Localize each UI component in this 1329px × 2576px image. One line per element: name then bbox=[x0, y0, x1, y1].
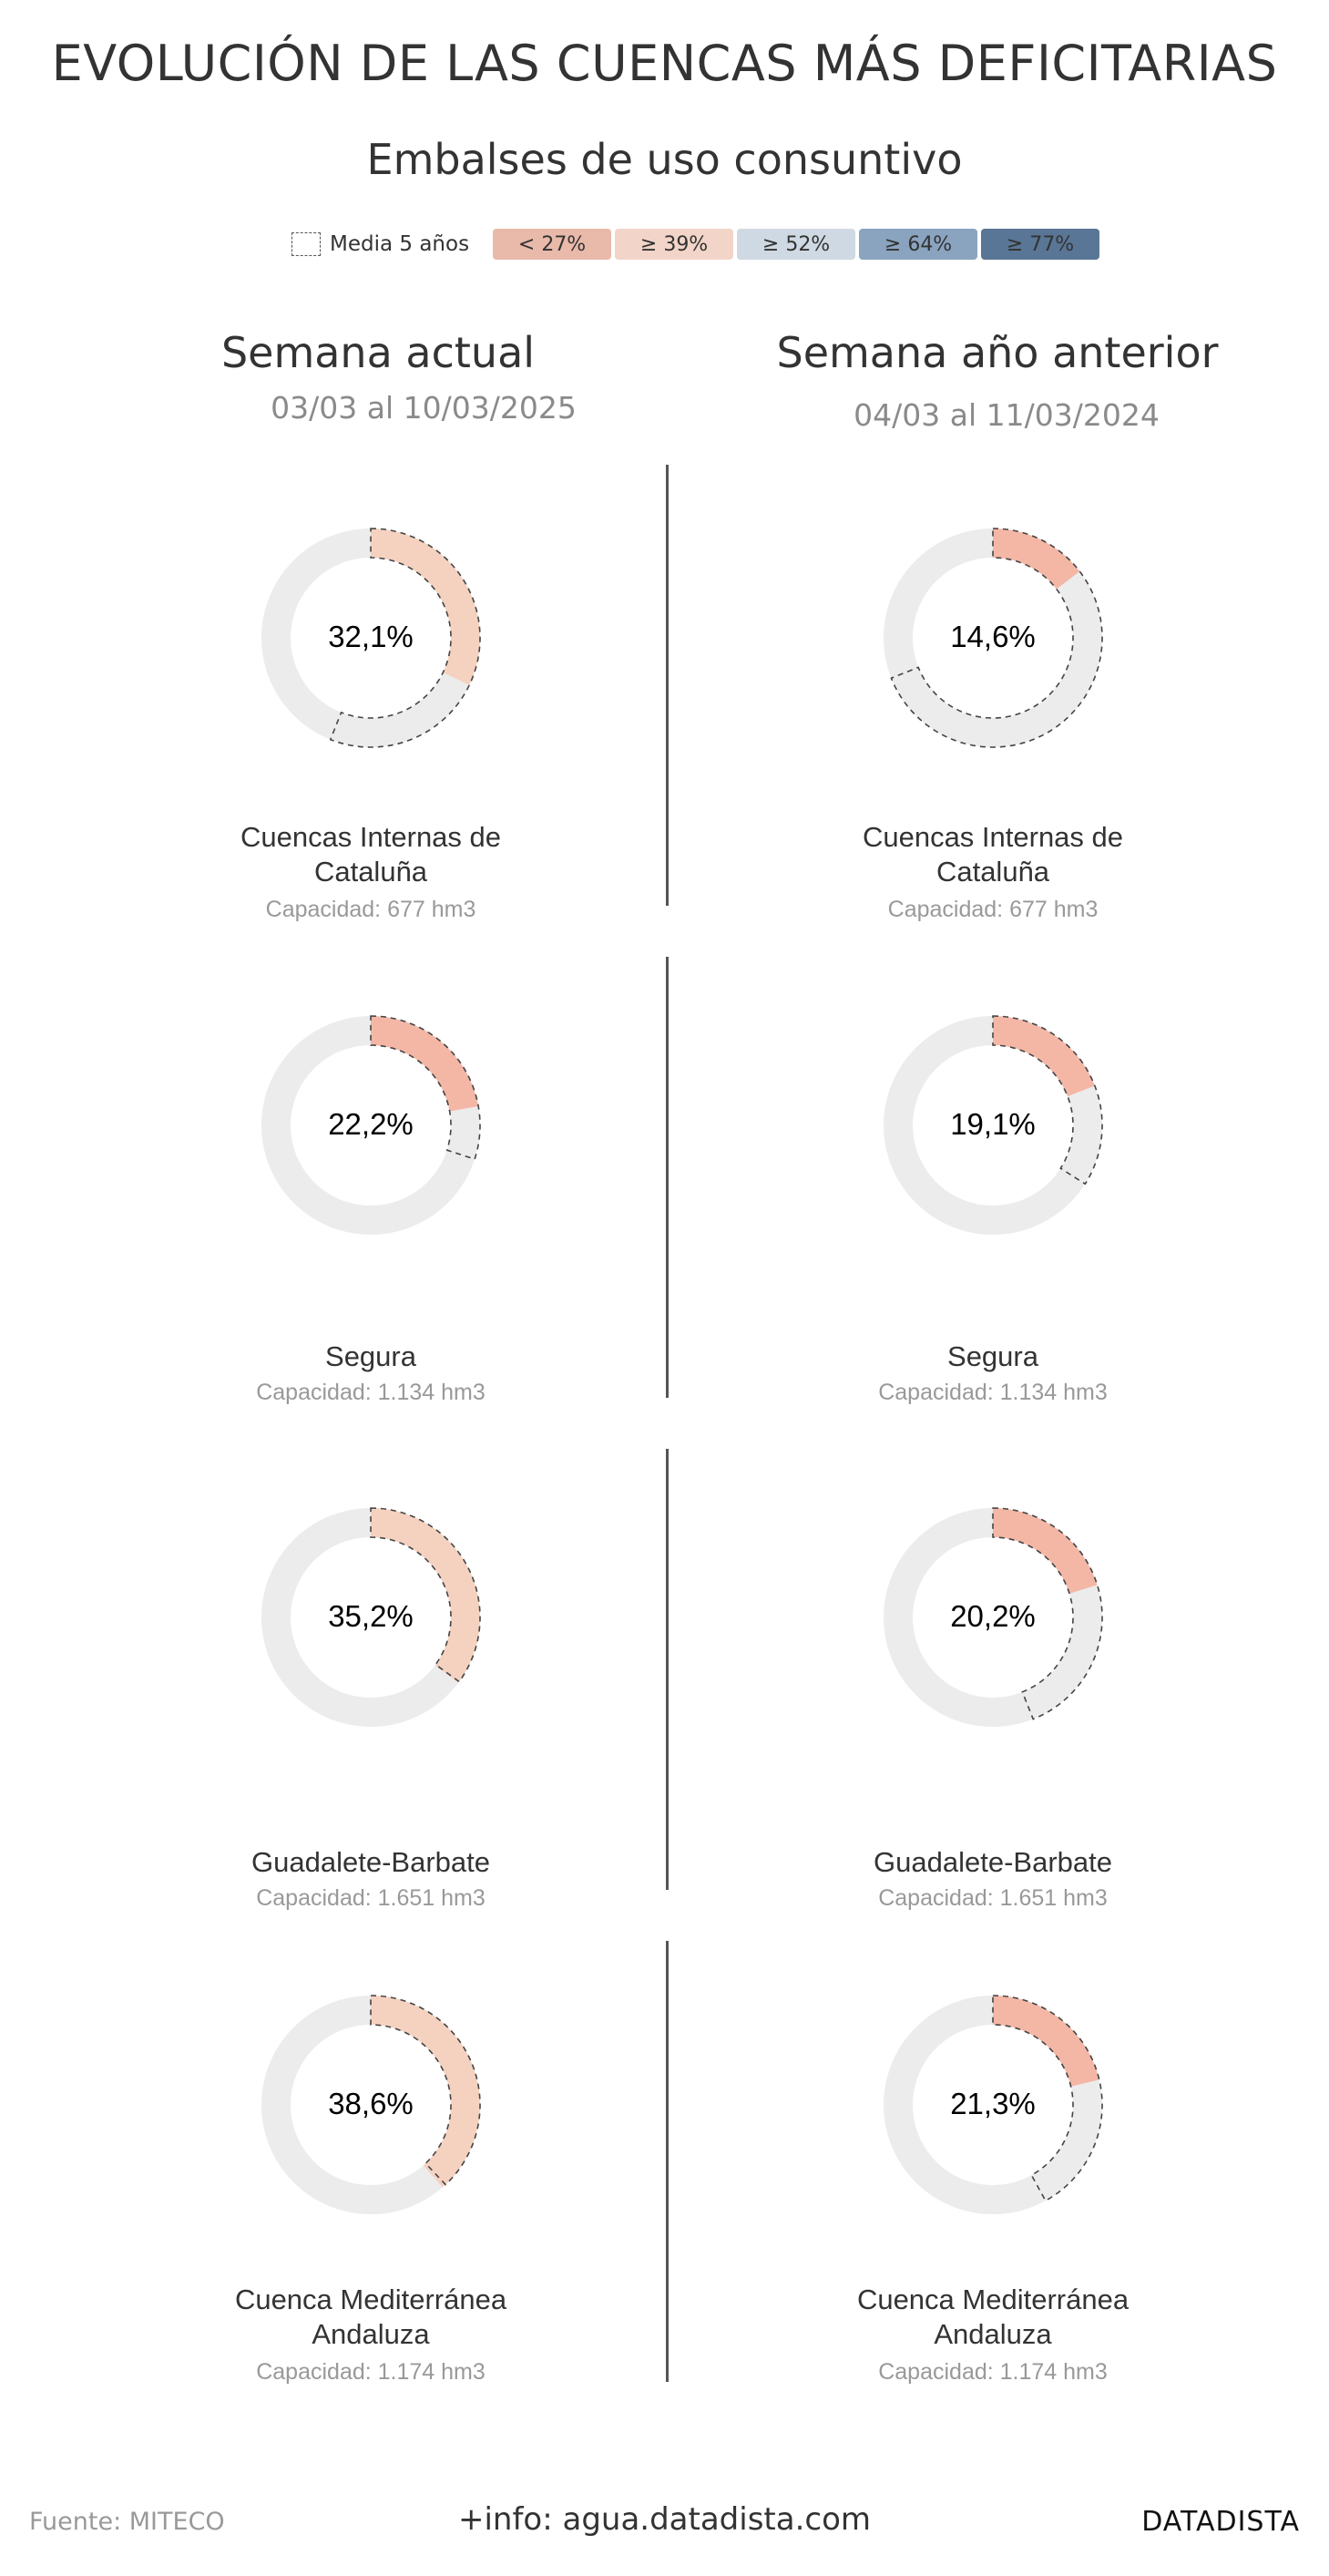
donut-cell: 21,3% Cuenca Mediterránea Andaluza Capacida… bbox=[756, 1986, 1230, 2406]
donut-value-arc bbox=[993, 1996, 1099, 2087]
divider bbox=[666, 957, 669, 1398]
donut-cell: 19,1% Segura Capacidad: 1.134 hm3 bbox=[756, 1007, 1230, 1426]
legend-bin-2: ≥ 39% bbox=[615, 229, 734, 260]
donut-value-arc bbox=[371, 1016, 479, 1112]
legend-bin-1: < 27% bbox=[493, 229, 612, 260]
basin-name: Segura bbox=[947, 1340, 1038, 1372]
donut-cell: 38,6% Cuenca Mediterránea Andaluza Capacida… bbox=[134, 1986, 608, 2406]
donut-chart bbox=[261, 1507, 481, 1727]
donut-chart bbox=[261, 1995, 481, 2214]
capacity-label: Capacidad: 1.651 hm3 bbox=[878, 1885, 1108, 1911]
donut-cell: 32,1% Cuencas Internas de Cataluña Capacida… bbox=[134, 519, 608, 939]
donut-average-outline bbox=[370, 1507, 481, 1683]
basin-name: Cuencas Internas de Cataluña bbox=[240, 821, 502, 888]
donut-average-outline bbox=[992, 1015, 1103, 1185]
brand-logo: DATADISTA bbox=[1141, 2506, 1300, 2538]
legend-bin-5: ≥ 77% bbox=[981, 229, 1100, 260]
legend-bin-3: ≥ 52% bbox=[737, 229, 856, 260]
donut-value-label: 32,1% bbox=[328, 620, 414, 653]
basin-name: Guadalete-Barbate bbox=[251, 1846, 490, 1878]
divider bbox=[666, 1941, 669, 2382]
capacity-label: Capacidad: 1.174 hm3 bbox=[256, 2359, 486, 2385]
donut-chart bbox=[884, 1995, 1103, 2214]
basin-name: Guadalete-Barbate bbox=[874, 1846, 1112, 1878]
donut-chart bbox=[884, 528, 1103, 748]
donut-value-arc bbox=[993, 529, 1080, 590]
capacity-label: Capacidad: 677 hm3 bbox=[887, 897, 1099, 922]
chart-subtitle: Embalses de uso consuntivo bbox=[366, 135, 963, 184]
donut-value-arc bbox=[371, 529, 480, 685]
donut-value-label: 14,6% bbox=[950, 620, 1036, 653]
capacity-label: Capacidad: 1.174 hm3 bbox=[878, 2359, 1108, 2385]
column-dates: 03/03 al 10/03/2025 bbox=[271, 390, 577, 426]
capacity-label: Capacidad: 677 hm3 bbox=[265, 897, 476, 922]
chart-title: EVOLUCIÓN DE LAS CUENCAS MÁS DEFICITARIA… bbox=[51, 35, 1278, 92]
dashed-box-icon bbox=[291, 232, 321, 256]
donut-chart bbox=[261, 528, 481, 748]
capacity-label: Capacidad: 1.651 hm3 bbox=[256, 1885, 486, 1911]
capacity-label: Capacidad: 1.134 hm3 bbox=[878, 1380, 1108, 1405]
donut-cell: 22,2% Segura Capacidad: 1.134 hm3 bbox=[134, 1007, 608, 1426]
info-link[interactable]: +info: agua.datadista.com bbox=[457, 2501, 872, 2538]
donut-cell: 20,2% Guadalete-Barbate Capacidad: 1.651 h… bbox=[756, 1499, 1230, 1918]
donut-value-arc bbox=[993, 1016, 1095, 1097]
legend-average-label: Media 5 años bbox=[330, 232, 470, 256]
donut-chart bbox=[884, 1507, 1103, 1727]
donut-chart bbox=[261, 1015, 481, 1235]
column-heading: Semana año anterior bbox=[776, 328, 1219, 377]
donut-cell: 35,2% Guadalete-Barbate Capacidad: 1.651 h… bbox=[134, 1499, 608, 1918]
donut-average-outline bbox=[992, 1507, 1103, 1720]
column-heading: Semana actual bbox=[220, 328, 536, 377]
column-header-current: Semana actual 03/03 al 10/03/2025 bbox=[141, 328, 615, 426]
divider bbox=[666, 1449, 669, 1890]
column-dates: 04/03 al 11/03/2024 bbox=[854, 397, 1160, 433]
donut-average-outline bbox=[329, 528, 481, 748]
donut-value-label: 22,2% bbox=[328, 1107, 414, 1141]
donut-cell: 14,6% Cuencas Internas de Cataluña Capacida… bbox=[756, 519, 1230, 939]
legend: Media 5 años < 27% ≥ 39% ≥ 52% ≥ 64% ≥ 7… bbox=[291, 228, 1103, 261]
donut-value-arc bbox=[371, 1996, 480, 2188]
donut-value-arc bbox=[993, 1508, 1098, 1594]
donut-value-arc bbox=[371, 1508, 480, 1683]
legend-average: Media 5 años bbox=[291, 232, 469, 256]
donut-value-label: 35,2% bbox=[328, 1599, 414, 1633]
basin-name: Cuenca Mediterránea Andaluza bbox=[234, 2284, 507, 2350]
source-note: Fuente: MITECO bbox=[29, 2508, 225, 2536]
donut-value-label: 21,3% bbox=[950, 2087, 1036, 2120]
donut-average-outline bbox=[370, 1015, 481, 1161]
basin-name: Cuenca Mediterránea Andaluza bbox=[856, 2284, 1130, 2350]
donut-value-label: 20,2% bbox=[950, 1599, 1036, 1633]
basin-name: Segura bbox=[325, 1340, 416, 1372]
divider bbox=[666, 465, 669, 906]
legend-bin-4: ≥ 64% bbox=[859, 229, 978, 260]
donut-value-label: 38,6% bbox=[328, 2087, 414, 2120]
basin-name: Cuencas Internas de Cataluña bbox=[862, 821, 1124, 888]
capacity-label: Capacidad: 1.134 hm3 bbox=[256, 1380, 486, 1405]
donut-average-outline bbox=[992, 1995, 1103, 2202]
column-header-previous: Semana año anterior 04/03 al 11/03/2024 bbox=[761, 328, 1234, 433]
donut-chart bbox=[884, 1015, 1103, 1235]
donut-value-label: 19,1% bbox=[950, 1107, 1036, 1141]
